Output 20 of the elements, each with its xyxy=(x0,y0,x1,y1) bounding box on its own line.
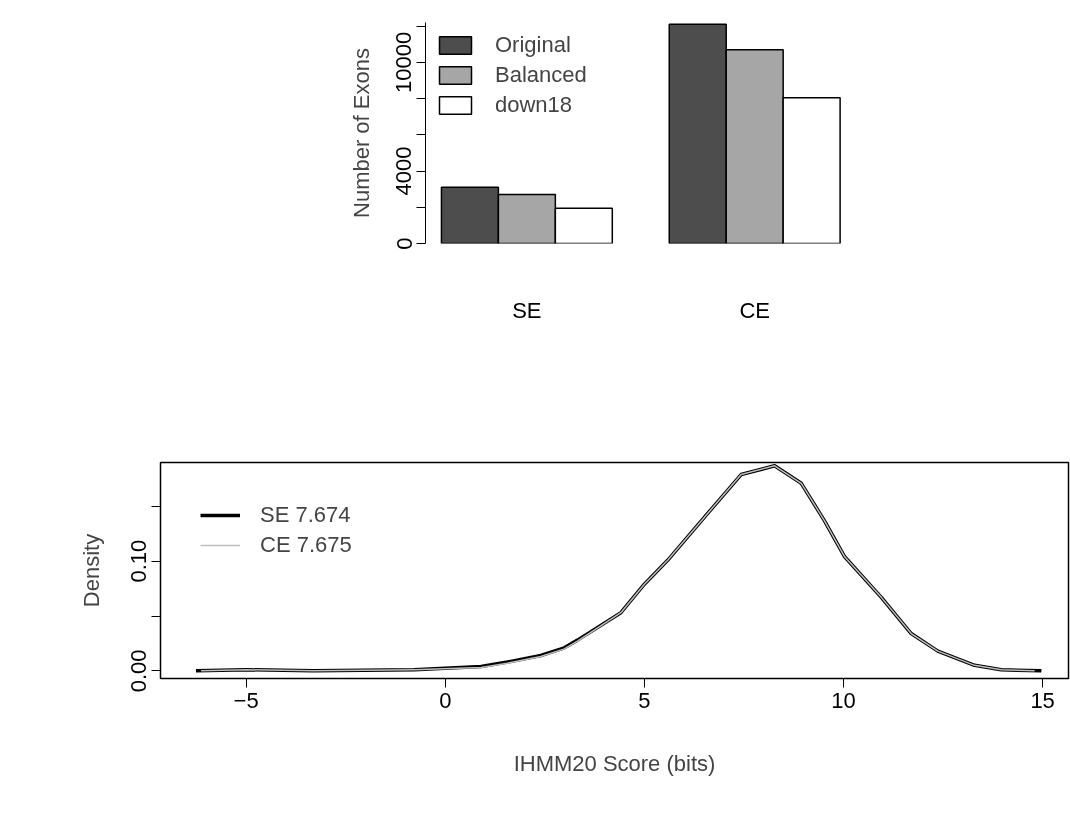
x-tick-label: CE xyxy=(739,297,770,323)
legend-label: Balanced xyxy=(495,62,587,88)
x-tick-label: 0 xyxy=(439,687,452,713)
x-tick-label: 10 xyxy=(831,687,856,713)
legend-label: Original xyxy=(495,32,571,58)
y-tick-label: 10000 xyxy=(391,31,417,93)
x-tick-label: SE xyxy=(512,297,542,323)
y-tick-label: 0 xyxy=(391,237,417,250)
legend-label: SE 7.674 xyxy=(260,502,351,528)
y-tick-label: 4000 xyxy=(391,146,417,196)
y-axis-title: Density xyxy=(78,533,104,608)
y-tick-label: 0.00 xyxy=(126,649,152,693)
x-tick-label: 15 xyxy=(1030,687,1055,713)
y-axis-title: Number of Exons xyxy=(348,48,374,218)
legend-label: CE 7.675 xyxy=(260,532,352,558)
x-tick-label: 5 xyxy=(638,687,651,713)
x-axis-title: IHMM20 Score (bits) xyxy=(513,750,716,776)
y-tick-label: 0.10 xyxy=(126,539,152,583)
legend-label: down18 xyxy=(495,92,573,118)
x-tick-label: −5 xyxy=(233,687,259,713)
